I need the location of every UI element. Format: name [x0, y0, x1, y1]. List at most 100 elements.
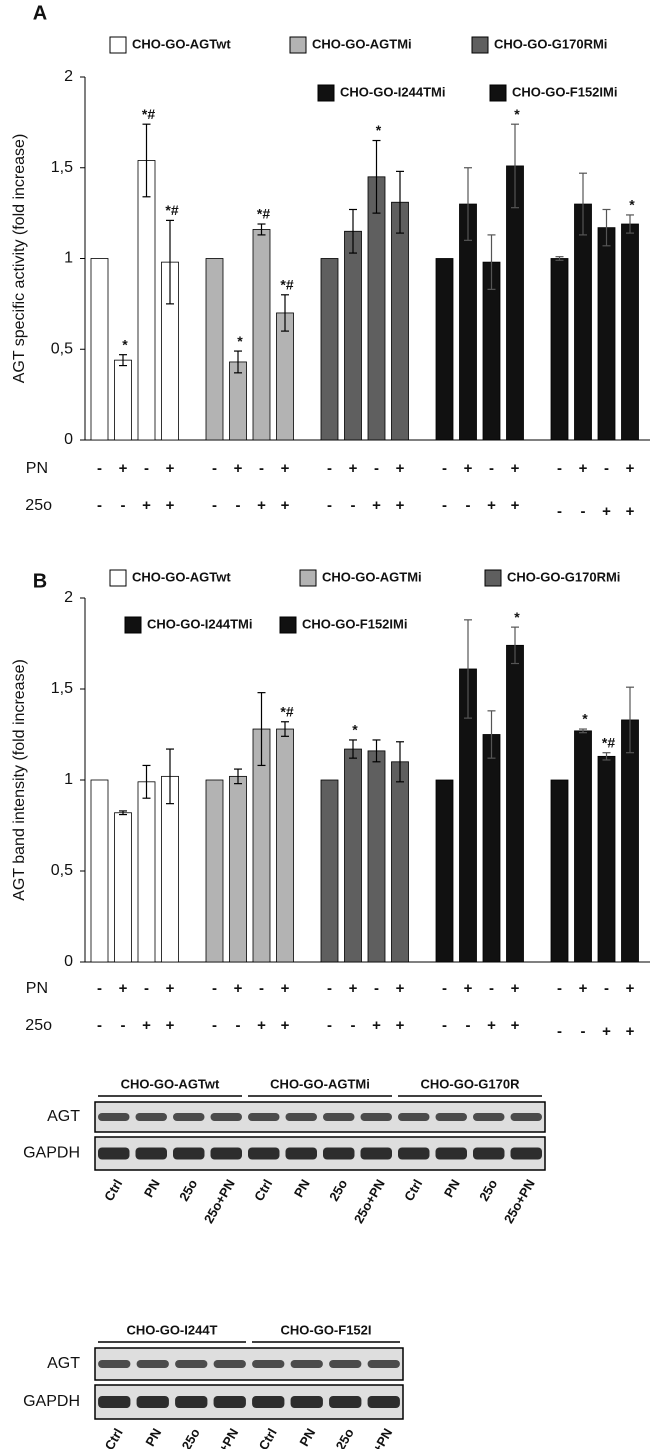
error-bar: [119, 354, 127, 367]
blot-band: [175, 1396, 208, 1408]
lane-label: 25o: [179, 1426, 203, 1449]
pn-sign: +: [234, 460, 243, 477]
o25-sign: -: [97, 497, 102, 514]
o25-sign: -: [442, 497, 447, 514]
row-label: 25o: [25, 1017, 52, 1034]
blot-strip: [94, 1101, 546, 1133]
bar: [276, 312, 294, 441]
legend-label: CHO-GO-AGTwt: [132, 36, 231, 51]
o25-sign: +: [281, 497, 290, 514]
bar: [550, 258, 569, 441]
o25-sign: -: [236, 1017, 241, 1034]
legend-swatch: [109, 569, 127, 587]
pn-sign: -: [604, 460, 609, 477]
bar: [229, 361, 247, 441]
o25-sign: -: [121, 1017, 126, 1034]
blot-row-label: GAPDH: [23, 1145, 80, 1162]
o25-sign: +: [602, 1023, 611, 1040]
pn-sign: +: [464, 980, 473, 997]
pn-sign: +: [166, 980, 175, 997]
legend-swatch: [289, 36, 307, 54]
o25-sign: +: [166, 1017, 175, 1034]
o25-sign: +: [396, 497, 405, 514]
bar: [320, 779, 339, 963]
y-axis-label: AGT specific activity (fold increase): [11, 134, 28, 384]
pn-sign: +: [396, 980, 405, 997]
bar: [597, 755, 616, 963]
o25-sign: -: [212, 1017, 217, 1034]
o25-sign: +: [511, 1017, 520, 1034]
pn-sign: +: [234, 980, 243, 997]
blot-band: [210, 1147, 242, 1160]
pn-sign: -: [374, 460, 379, 477]
blot-band: [210, 1113, 242, 1121]
legend-swatch: [279, 616, 297, 634]
lane-label: Ctrl: [101, 1177, 125, 1204]
o25-sign: -: [97, 1017, 102, 1034]
lane-label: PN: [441, 1177, 463, 1200]
error-bar: [511, 123, 519, 209]
pn-sign: +: [464, 460, 473, 477]
blot-band: [248, 1147, 280, 1160]
pn-sign: +: [119, 980, 128, 997]
blot-band: [173, 1113, 205, 1121]
blot-band: [135, 1147, 167, 1160]
error-bar: [487, 710, 496, 759]
legend-label: CHO-GO-G170RMi: [507, 569, 620, 584]
y-tick-label: 1: [64, 771, 73, 788]
blot-band: [290, 1360, 323, 1368]
error-bar: [281, 721, 289, 737]
lane-label: 25o+PN: [501, 1177, 538, 1226]
o25-sign: -: [327, 1017, 332, 1034]
error-bar: [555, 256, 564, 261]
pn-sign: +: [396, 460, 405, 477]
significance-label: *: [629, 197, 635, 213]
pn-sign: +: [166, 460, 175, 477]
bar: [344, 230, 362, 441]
bar: [320, 258, 339, 441]
pn-sign: -: [97, 460, 102, 477]
error-bar: [142, 123, 151, 198]
lane-label: 25o: [176, 1177, 200, 1204]
bar: [90, 779, 109, 963]
y-tick-label: 0: [64, 953, 73, 970]
pn-sign: +: [511, 980, 520, 997]
pn-sign: -: [259, 460, 264, 477]
blot-group-label: CHO-GO-AGTMi: [270, 1076, 370, 1091]
blot-group-label: CHO-GO-I244T: [126, 1322, 217, 1337]
legend-label: CHO-GO-AGTMi: [312, 36, 412, 51]
y-tick-label: 1,5: [51, 159, 73, 176]
o25-sign: -: [351, 497, 356, 514]
error-bar: [464, 167, 472, 241]
bar: [137, 160, 156, 441]
error-bar: [579, 728, 587, 734]
pn-sign: -: [557, 980, 562, 997]
blot-band: [473, 1113, 505, 1121]
blot-band: [323, 1147, 355, 1160]
o25-sign: -: [236, 497, 241, 514]
pn-sign: -: [604, 980, 609, 997]
pn-sign: -: [144, 460, 149, 477]
legend-label: CHO-GO-AGTwt: [132, 569, 231, 584]
blot-band: [323, 1113, 355, 1121]
error-bar: [257, 223, 266, 236]
error-bar: [626, 686, 634, 754]
error-bar: [396, 170, 404, 234]
o25-sign: +: [626, 1023, 635, 1040]
legend-label: CHO-GO-I244TMi: [147, 616, 252, 631]
legend-swatch: [109, 36, 127, 54]
lane-label: 25o+PN: [204, 1426, 241, 1449]
bar: [205, 779, 224, 963]
significance-label: *: [514, 106, 520, 122]
o25-sign: -: [212, 497, 217, 514]
error-bar: [234, 350, 242, 374]
o25-sign: -: [466, 1017, 471, 1034]
pn-sign: -: [327, 460, 332, 477]
error-bar: [602, 208, 611, 247]
bar: [550, 779, 569, 963]
legend-label: CHO-GO-I244TMi: [340, 84, 445, 99]
blot-band: [213, 1360, 246, 1368]
blot-band: [435, 1113, 467, 1121]
error-bar: [511, 626, 519, 665]
significance-label: *: [122, 336, 128, 352]
